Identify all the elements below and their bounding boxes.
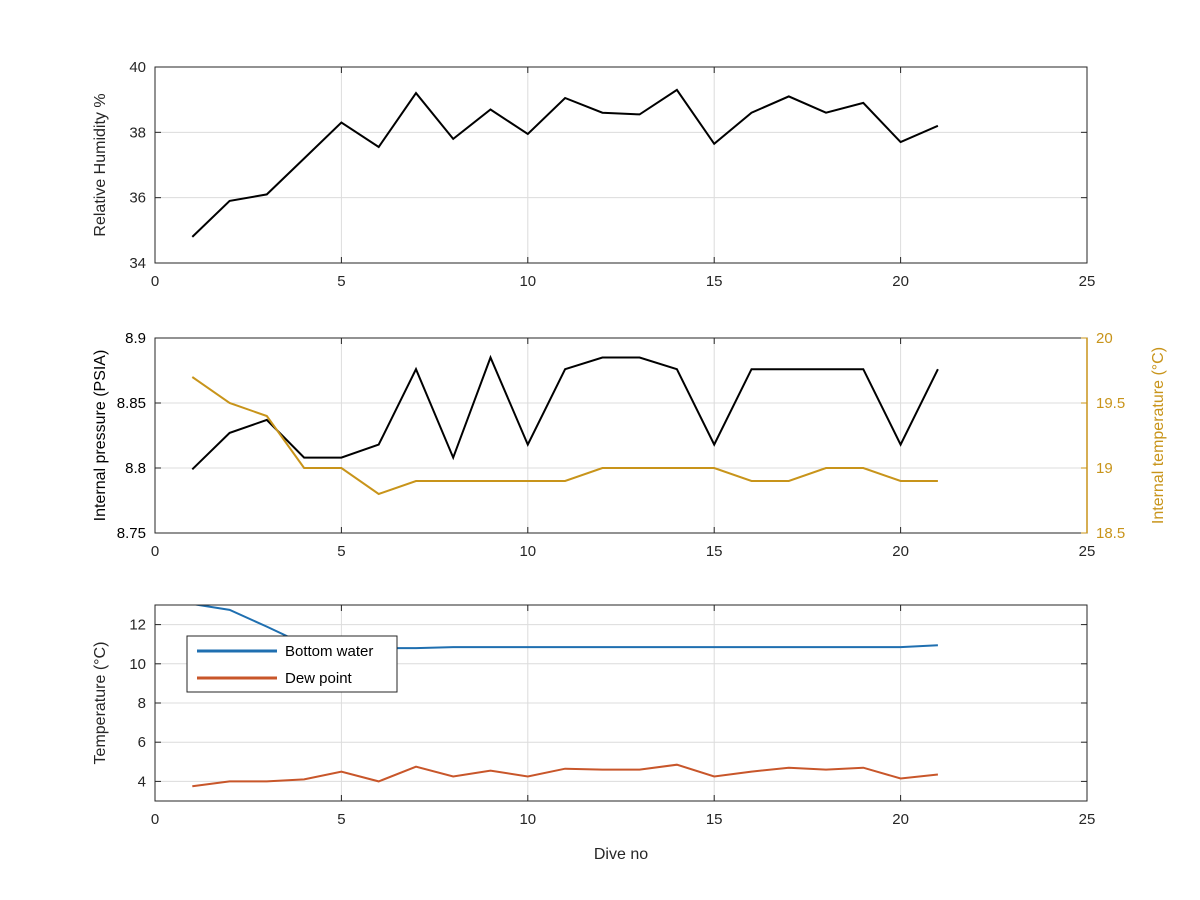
plot-area bbox=[155, 67, 1087, 263]
x-tick-label: 20 bbox=[892, 811, 909, 828]
pressure-temperature-panel: 0 5 10 15 20 25 8.75 8.8 8.85 8.9 18.5 19 19.5 20 Int… bbox=[92, 330, 1167, 560]
series-line-1 bbox=[192, 763, 939, 788]
pressure-temperature-series bbox=[191, 354, 939, 496]
series-line-0 bbox=[191, 354, 939, 471]
x-tick-label: 20 bbox=[892, 273, 909, 290]
pressure-axes: 0 5 10 15 20 25 8.75 8.8 8.85 8.9 18.5 19 19.5 20 bbox=[117, 330, 1125, 560]
x-tick-label: 20 bbox=[892, 543, 909, 560]
y-tick-label: 8.85 bbox=[117, 395, 146, 412]
y-tick-label: 38 bbox=[129, 124, 146, 141]
y-tick-label: 10 bbox=[129, 656, 146, 673]
y-tick-label: 8 bbox=[138, 695, 146, 712]
x-tick-label: 15 bbox=[706, 811, 723, 828]
legend-label-dew-point: Dew point bbox=[285, 670, 353, 687]
x-tick-label: 10 bbox=[519, 273, 536, 290]
humidity-axes: 0 5 10 15 20 25 34 36 38 40 bbox=[129, 59, 1095, 290]
legend-label-bottom-water: Bottom water bbox=[285, 643, 373, 660]
humidity-y-axis-label: Relative Humidity % bbox=[92, 93, 109, 236]
pressure-y-axis-label: Internal pressure (PSIA) bbox=[92, 350, 109, 522]
y-tick-label: 8.8 bbox=[125, 460, 146, 477]
humidity-grid bbox=[154, 66, 1088, 264]
x-tick-label: 15 bbox=[706, 543, 723, 560]
temperature-grid bbox=[154, 605, 1088, 801]
y-tick-label: 8.9 bbox=[125, 330, 146, 347]
x-tick-label: 5 bbox=[337, 273, 345, 290]
x-tick-label: 25 bbox=[1079, 273, 1096, 290]
x-tick-label: 15 bbox=[706, 273, 723, 290]
internal-temperature-y-axis-label: Internal temperature (°C) bbox=[1150, 347, 1167, 524]
y-tick-label: 40 bbox=[129, 59, 146, 76]
y-right-tick-label: 19.5 bbox=[1096, 395, 1125, 412]
x-tick-label: 0 bbox=[151, 543, 159, 560]
series-line-0 bbox=[191, 88, 939, 238]
y-right-tick-label: 19 bbox=[1096, 460, 1113, 477]
y-right-tick-label: 20 bbox=[1096, 330, 1113, 347]
y-tick-label: 4 bbox=[138, 773, 146, 790]
legend-box bbox=[186, 635, 398, 693]
y-tick-label: 8.75 bbox=[117, 525, 146, 542]
x-tick-label: 25 bbox=[1079, 811, 1096, 828]
x-tick-label: 0 bbox=[151, 273, 159, 290]
x-tick-label: 10 bbox=[519, 543, 536, 560]
y-tick-label: 34 bbox=[129, 255, 146, 272]
x-tick-label: 10 bbox=[519, 811, 536, 828]
temperature-axes: 0 5 10 15 20 25 4 6 8 10 12 bbox=[129, 604, 1096, 828]
y-tick-label: 6 bbox=[138, 734, 146, 751]
temperature-panel: 0 5 10 15 20 25 4 6 8 10 12 Temperature (°C) Dive … bbox=[92, 604, 1095, 863]
humidity-panel: 0 5 10 15 20 25 34 36 38 40 Relative Humidity % bbox=[92, 59, 1095, 290]
y-right-tick-label: 18.5 bbox=[1096, 525, 1125, 542]
x-axis-label: Dive no bbox=[594, 846, 648, 863]
plot-area bbox=[155, 338, 1087, 533]
humidity-series bbox=[191, 88, 939, 238]
x-tick-label: 5 bbox=[337, 811, 345, 828]
x-tick-label: 5 bbox=[337, 543, 345, 560]
x-tick-label: 25 bbox=[1079, 543, 1096, 560]
x-tick-label: 0 bbox=[151, 811, 159, 828]
axes-frame bbox=[154, 66, 1088, 264]
legend: Bottom water Dew point bbox=[186, 635, 398, 693]
y-tick-label: 36 bbox=[129, 190, 146, 207]
series-line-1 bbox=[191, 376, 938, 496]
temperature-y-axis-label: Temperature (°C) bbox=[92, 642, 109, 765]
pressure-grid bbox=[154, 337, 1088, 534]
y-tick-label: 12 bbox=[129, 617, 146, 634]
